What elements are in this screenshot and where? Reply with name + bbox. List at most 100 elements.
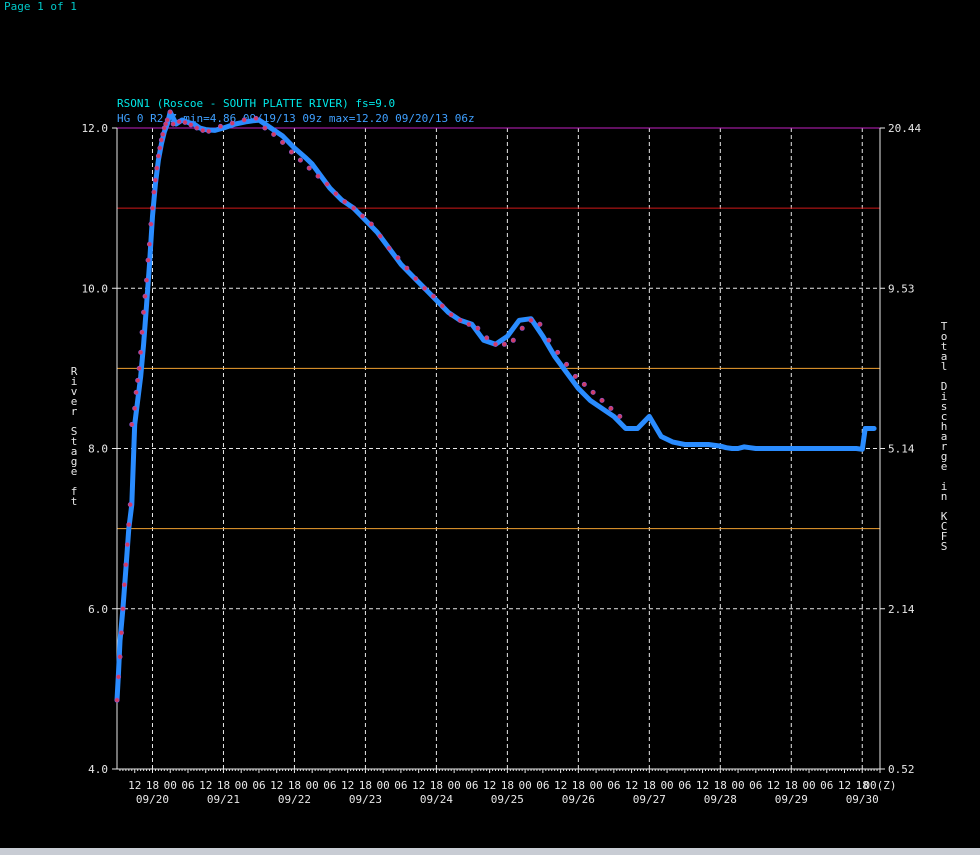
x-date-label: 09/20: [136, 793, 169, 806]
y2-tick-label: 20.44: [888, 122, 921, 135]
x-tick-label: 18: [785, 779, 798, 792]
x-tick-label: 00: [731, 779, 744, 792]
observed-point: [126, 522, 132, 528]
observed-point: [288, 149, 294, 155]
y-tick-label: 4.0: [88, 763, 108, 776]
x-tick-label: 00(Z): [863, 779, 896, 792]
observed-point: [200, 127, 206, 133]
observed-point: [148, 221, 154, 227]
y2-tick-label: 0.52: [888, 763, 915, 776]
observed-point: [546, 337, 552, 343]
x-date-label: 09/26: [562, 793, 595, 806]
x-tick-label: 18: [643, 779, 656, 792]
series-line-stage: [114, 109, 877, 703]
observed-point: [152, 177, 158, 183]
observed-point: [136, 365, 142, 371]
x-tick-label: 06: [394, 779, 407, 792]
x-date-label: 09/23: [349, 793, 382, 806]
x-tick-label: 00: [306, 779, 319, 792]
observed-point: [271, 131, 277, 137]
chart-subtitle: HG 0 R2 Z min=4.86 09/19/13 09z max=12.2…: [117, 112, 475, 125]
observed-point: [117, 654, 123, 660]
observed-point: [150, 205, 156, 211]
x-tick-label: 12: [767, 779, 780, 792]
bottom-scrollbar[interactable]: [0, 848, 980, 855]
observed-point: [315, 173, 321, 179]
observed-point: [492, 341, 498, 347]
x-tick-label: 06: [607, 779, 620, 792]
x-tick-label: 12: [696, 779, 709, 792]
x-tick-label: 18: [572, 779, 585, 792]
observed-point: [129, 421, 135, 427]
observed-point: [608, 405, 614, 411]
x-date-label: 09/21: [207, 793, 240, 806]
observed-point: [145, 257, 151, 263]
observed-point: [377, 233, 383, 239]
x-tick-label: 06: [252, 779, 265, 792]
y2-tick-label: 2.14: [888, 603, 915, 616]
observed-point: [158, 137, 164, 143]
observed-point: [116, 674, 122, 680]
observed-point: [229, 120, 235, 126]
observed-point: [306, 165, 312, 171]
x-tick-label: 06: [465, 779, 478, 792]
x-date-label: 09/27: [633, 793, 666, 806]
observed-point: [439, 303, 445, 309]
observed-point: [206, 128, 212, 134]
observed-point: [133, 389, 139, 395]
observed-point: [139, 329, 145, 335]
observed-point: [157, 145, 163, 151]
observed-point: [297, 157, 303, 163]
x-tick-label: 18: [359, 779, 372, 792]
observed-point: [194, 125, 200, 131]
x-tick-label: 00: [377, 779, 390, 792]
x-tick-label: 18: [146, 779, 159, 792]
observed-point: [138, 349, 144, 355]
observed-point: [160, 131, 166, 137]
observed-point: [457, 317, 463, 323]
observed-point: [333, 191, 339, 197]
x-tick-label: 06: [749, 779, 762, 792]
observed-point: [127, 502, 133, 508]
observed-point: [123, 562, 129, 568]
observed-point: [351, 205, 357, 211]
x-tick-label: 12: [128, 779, 141, 792]
observed-point: [155, 153, 161, 159]
plot-area: 4.0 6.0 8.0 10.0 12.0 0.52 2.14 5.14 9.53 20.44 12…: [71, 109, 948, 806]
page-indicator: Page 1 of 1: [4, 0, 77, 13]
observed-point: [118, 630, 124, 636]
observed-point: [176, 119, 182, 125]
x-tick-label: 00: [518, 779, 531, 792]
x-tick-label: 12: [270, 779, 283, 792]
observed-point: [253, 115, 259, 121]
observed-point: [342, 199, 348, 205]
observed-point: [170, 121, 176, 127]
x-tick-label: 06: [536, 779, 549, 792]
series-line-stage-core: [116, 109, 875, 701]
observed-point: [142, 293, 148, 299]
observed-point: [404, 265, 410, 271]
observed-point: [430, 293, 436, 299]
y-tick-label: 10.0: [82, 282, 109, 295]
x-tick-label: 00: [802, 779, 815, 792]
x-tick-label: 06: [678, 779, 691, 792]
y-tick-label: 6.0: [88, 603, 108, 616]
observed-point: [147, 241, 153, 247]
observed-point: [510, 337, 516, 343]
observed-point: [368, 221, 374, 227]
x-date-label: 09/30: [846, 793, 879, 806]
observed-point: [413, 276, 419, 282]
observed-point: [241, 117, 247, 123]
x-tick-label: 18: [856, 779, 869, 792]
observed-point: [135, 377, 141, 383]
x-tick-label: 00: [448, 779, 461, 792]
x-tick-label: 12: [412, 779, 425, 792]
x-tick-label: 18: [288, 779, 301, 792]
x-tick-label: 18: [714, 779, 727, 792]
observed-point: [581, 381, 587, 387]
observed-point: [262, 125, 268, 131]
chart-title: RSON1 (Roscoe - SOUTH PLATTE RIVER) fs=9…: [117, 97, 395, 110]
x-tick-label: 18: [501, 779, 514, 792]
observed-point: [359, 213, 365, 219]
x-date-label: 09/22: [278, 793, 311, 806]
